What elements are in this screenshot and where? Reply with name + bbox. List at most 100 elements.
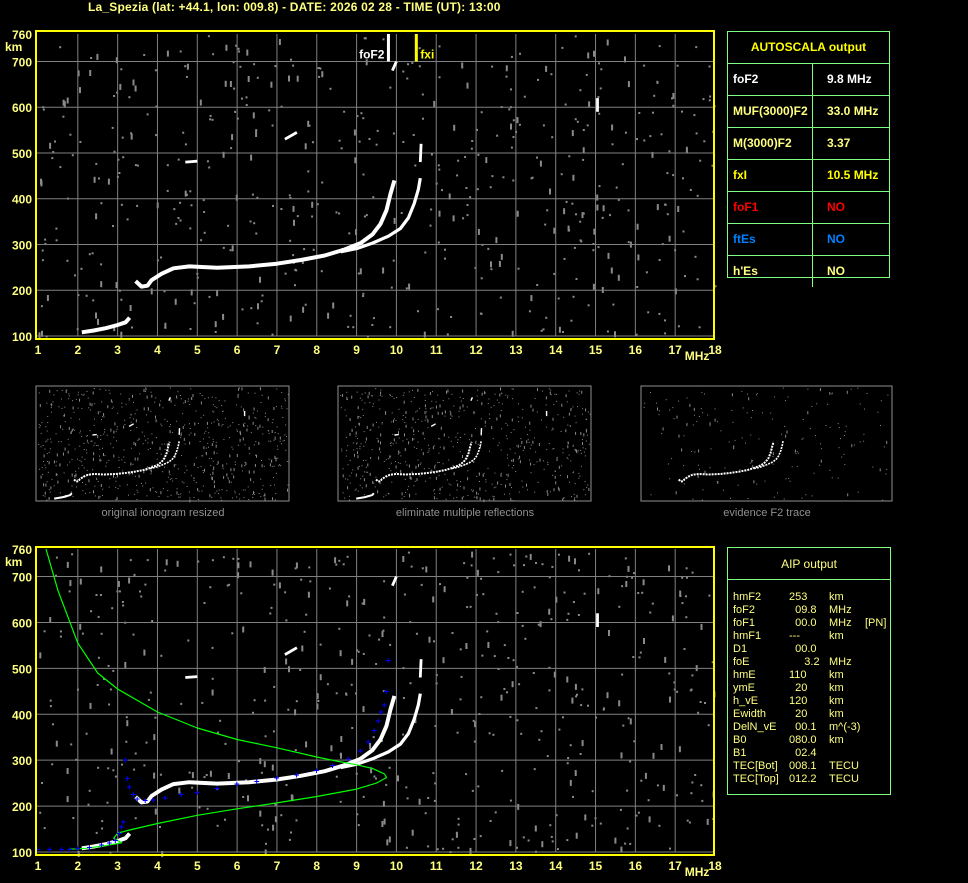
noise-speck xyxy=(598,185,601,188)
noise-speck xyxy=(217,420,219,422)
noise-speck xyxy=(424,812,427,815)
noise-speck xyxy=(200,466,202,468)
aip-point: + xyxy=(47,846,53,856)
noise-speck xyxy=(520,438,522,440)
noise-speck xyxy=(132,394,133,398)
noise-speck xyxy=(179,395,181,396)
upper-trace-fragment xyxy=(430,423,436,428)
noise-speck xyxy=(354,453,355,457)
noise-speck xyxy=(510,123,512,130)
noise-speck xyxy=(348,595,351,598)
noise-speck xyxy=(516,612,519,614)
noise-speck xyxy=(367,395,369,399)
noise-speck xyxy=(511,487,512,489)
noise-speck xyxy=(438,474,440,476)
noise-speck xyxy=(275,406,277,408)
noise-speck xyxy=(460,675,463,678)
noise-speck xyxy=(117,488,119,489)
noise-speck xyxy=(548,666,551,669)
noise-speck xyxy=(470,564,473,567)
noise-speck xyxy=(268,109,271,112)
noise-speck xyxy=(567,475,568,479)
noise-speck xyxy=(173,208,176,211)
noise-speck xyxy=(586,418,588,420)
noise-speck xyxy=(542,460,544,462)
noise-speck xyxy=(451,632,454,634)
noise-speck xyxy=(405,491,407,493)
noise-speck xyxy=(521,590,524,593)
noise-speck xyxy=(420,449,422,451)
noise-speck xyxy=(346,555,349,558)
noise-speck xyxy=(45,441,47,443)
noise-speck xyxy=(268,440,270,442)
noise-speck xyxy=(686,423,688,427)
noise-speck xyxy=(691,674,694,677)
noise-speck xyxy=(307,591,310,598)
noise-speck xyxy=(262,426,264,428)
noise-speck xyxy=(693,114,696,117)
noise-speck xyxy=(166,50,169,57)
noise-speck xyxy=(153,772,156,779)
aip-param: TEC[Bot] xyxy=(733,760,778,772)
noise-speck xyxy=(338,212,341,215)
noise-speck xyxy=(183,482,185,484)
noise-speck xyxy=(250,432,252,434)
noise-speck xyxy=(155,134,158,137)
noise-speck xyxy=(406,77,409,80)
noise-speck xyxy=(329,87,332,90)
noise-speck xyxy=(115,282,118,289)
noise-speck xyxy=(99,448,101,450)
noise-speck xyxy=(271,430,273,433)
noise-speck xyxy=(710,448,712,450)
noise-speck xyxy=(151,620,154,622)
noise-speck xyxy=(537,388,538,392)
noise-speck xyxy=(465,187,468,189)
noise-speck xyxy=(129,305,132,311)
noise-speck xyxy=(79,578,82,585)
noise-speck xyxy=(95,162,98,165)
noise-speck xyxy=(284,434,286,436)
noise-speck xyxy=(629,842,632,845)
noise-speck xyxy=(307,190,310,193)
noise-speck xyxy=(527,839,530,842)
noise-speck xyxy=(490,261,492,268)
noise-speck xyxy=(530,177,533,180)
noise-speck xyxy=(574,118,577,121)
noise-speck xyxy=(417,418,419,420)
noise-speck xyxy=(262,433,264,435)
noise-speck xyxy=(482,593,485,596)
noise-speck xyxy=(439,404,441,408)
noise-speck xyxy=(519,460,521,464)
thumbnail-original xyxy=(35,385,290,503)
thumbnail-frame xyxy=(337,385,592,502)
noise-speck xyxy=(261,394,263,396)
noise-speck xyxy=(46,460,48,462)
noise-speck xyxy=(518,491,520,493)
noise-speck xyxy=(682,177,684,180)
noise-speck xyxy=(240,432,241,436)
noise-speck xyxy=(530,404,532,408)
noise-speck xyxy=(480,577,483,580)
noise-speck xyxy=(554,393,556,395)
noise-speck xyxy=(578,393,580,395)
aip-unit: TECU xyxy=(829,773,859,785)
aip-point: + xyxy=(366,738,372,748)
noise-speck xyxy=(167,496,169,498)
noise-speck xyxy=(509,799,512,802)
noise-speck xyxy=(650,494,652,496)
noise-speck xyxy=(41,330,43,337)
noise-speck xyxy=(517,444,519,448)
noise-speck xyxy=(419,475,421,477)
noise-speck xyxy=(399,462,401,464)
noise-speck xyxy=(546,426,548,428)
noise-speck xyxy=(216,788,219,790)
noise-speck xyxy=(480,312,483,315)
noise-speck xyxy=(237,557,240,560)
noise-speck xyxy=(541,419,542,421)
noise-speck xyxy=(567,445,569,449)
noise-speck xyxy=(450,440,452,442)
noise-speck xyxy=(411,829,414,836)
noise-speck xyxy=(500,449,502,451)
x-tick-label: 1 xyxy=(35,343,42,357)
noise-speck xyxy=(379,408,381,410)
